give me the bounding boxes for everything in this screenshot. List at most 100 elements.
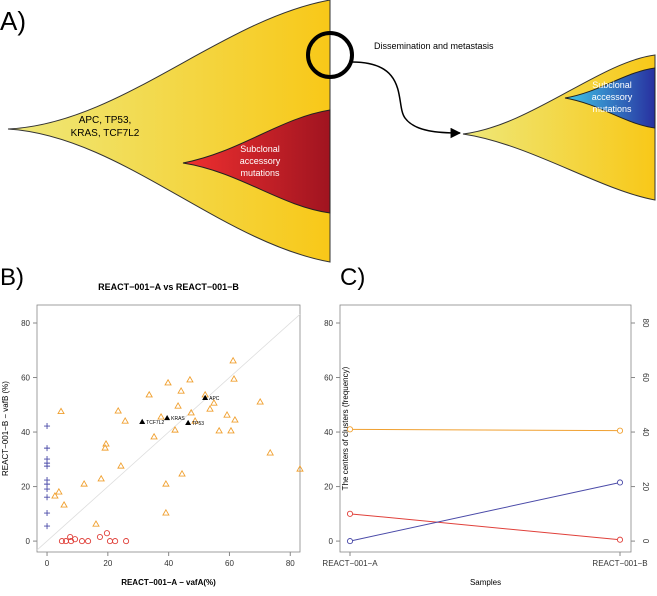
- series-line: [349, 481, 621, 542]
- point: [229, 356, 237, 364]
- metastasis-subclone: [564, 67, 656, 129]
- founder-line: KRAS, TCF7L2: [71, 128, 140, 139]
- point-label: APC: [209, 396, 220, 402]
- point-label: TCF7L2: [146, 420, 164, 426]
- x-axis-label: Samples: [470, 578, 501, 587]
- x-tick-label: REACT−001−A: [322, 559, 378, 568]
- subclone-line: accessory: [240, 156, 281, 166]
- point: [123, 538, 130, 545]
- y-axis-label: REACT−001−B − vafB (%): [1, 381, 10, 476]
- point: [162, 508, 170, 516]
- point: [78, 538, 86, 545]
- point: [67, 533, 74, 541]
- point: [44, 463, 51, 470]
- point: [346, 510, 354, 517]
- x-tick-label: 0: [45, 559, 50, 568]
- point: [44, 445, 51, 452]
- point: [206, 405, 214, 412]
- point: [186, 375, 194, 383]
- point: [103, 530, 110, 537]
- point: [174, 402, 182, 409]
- point: [150, 432, 158, 440]
- point: [145, 390, 153, 398]
- x-tick-label: REACT−001−B: [592, 559, 647, 568]
- x-axis-label: REACT−001−A − vafA(%): [121, 578, 216, 587]
- point: [231, 415, 239, 423]
- point: [101, 444, 109, 451]
- y-tick-label: 0: [329, 537, 334, 546]
- point: [187, 408, 195, 416]
- y-tick-label: 0: [26, 537, 31, 546]
- point: [80, 480, 88, 487]
- point: [164, 378, 172, 386]
- y-tick-label-right: 20: [641, 482, 650, 491]
- point: [44, 486, 51, 493]
- labeled-point: [164, 414, 171, 421]
- series-line: [349, 513, 621, 541]
- point: [223, 411, 231, 418]
- point: [85, 538, 92, 545]
- primary-subclone: [182, 109, 331, 214]
- point: [346, 538, 354, 545]
- subclone-line: Subclonal: [240, 144, 280, 154]
- point: [112, 538, 119, 545]
- series-line: [349, 428, 621, 432]
- panel-label: C): [340, 264, 365, 291]
- point: [121, 417, 129, 424]
- dissemination-site: [306, 31, 354, 79]
- point: [60, 501, 68, 508]
- y-tick-label: 60: [21, 374, 30, 383]
- y-tick-label-right: 0: [641, 539, 650, 544]
- panel-a: A) APC, TP53, KRAS, TCF7L2 Subclonal acc…: [0, 0, 656, 263]
- point: [227, 426, 235, 434]
- point: [215, 426, 223, 434]
- point: [62, 538, 69, 545]
- point: [191, 417, 199, 424]
- y-tick-label: 40: [21, 428, 30, 437]
- arrow-label: Dissemination and metastasis: [374, 41, 494, 51]
- point: [71, 536, 79, 543]
- labeled-point: [202, 394, 209, 400]
- point: [296, 465, 304, 472]
- y-tick-label: 60: [324, 374, 333, 383]
- meta-subclone-line: accessory: [592, 92, 633, 102]
- dissemination-arrow: [351, 61, 462, 139]
- point: [616, 427, 624, 434]
- point: [157, 412, 165, 420]
- point: [51, 492, 59, 499]
- plot-frame: [339, 304, 632, 553]
- point: [92, 520, 100, 527]
- point: [44, 510, 51, 517]
- y-tick-label: 80: [324, 319, 333, 328]
- point: [266, 448, 274, 456]
- point: [44, 494, 51, 501]
- y-axis-label: The centers of clusters (frequency): [341, 366, 350, 490]
- y-tick-label: 20: [324, 483, 333, 492]
- point: [256, 397, 264, 405]
- y-tick-label: 80: [21, 319, 30, 328]
- y-tick-label: 40: [324, 428, 333, 437]
- panel-label: B): [0, 264, 24, 291]
- y-tick-label-right: 60: [641, 373, 650, 382]
- point: [117, 462, 125, 469]
- x-tick-label: 60: [225, 559, 234, 568]
- point: [171, 426, 179, 433]
- x-tick-label: 40: [164, 559, 173, 568]
- point: [346, 426, 354, 433]
- y-tick-label: 20: [21, 483, 30, 492]
- point: [616, 479, 624, 486]
- point-label: TP53: [192, 421, 204, 427]
- subclone-line: mutations: [240, 168, 280, 178]
- panel-label: A): [0, 6, 26, 36]
- point: [55, 487, 63, 495]
- point: [57, 407, 65, 415]
- point: [58, 538, 65, 545]
- y-tick-label-right: 40: [641, 428, 650, 437]
- x-tick-label: 80: [286, 559, 295, 568]
- y-tick-label-right: 80: [641, 319, 650, 328]
- point: [177, 387, 185, 394]
- x-tick-label: 20: [103, 559, 112, 568]
- point: [106, 538, 114, 545]
- point-label: KRAS: [171, 416, 185, 422]
